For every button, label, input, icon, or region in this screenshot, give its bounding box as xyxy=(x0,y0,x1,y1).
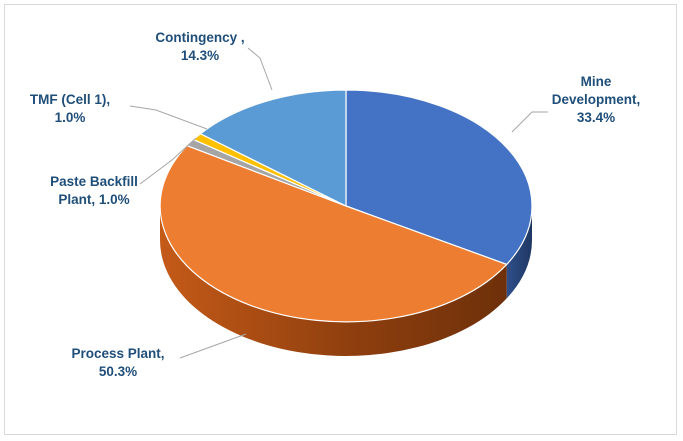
data-label-0: Mine Development, 33.4% xyxy=(552,74,641,125)
leader-line-3 xyxy=(129,105,208,130)
data-label-2: Paste Backfill Plant, 1.0% xyxy=(50,174,138,207)
pie-slice-mine-development xyxy=(345,89,533,266)
data-label-4: Contingency , 14.3% xyxy=(155,30,244,63)
leader-line-4 xyxy=(247,47,273,91)
data-label-1: Process Plant, 50.3% xyxy=(71,346,164,379)
leader-line-2 xyxy=(139,137,197,185)
pie-side-1 xyxy=(160,206,507,356)
leader-line-0 xyxy=(511,111,548,133)
pie-slice-process-plant xyxy=(159,144,508,323)
leader-line-1 xyxy=(179,333,247,359)
pie-side-0 xyxy=(506,206,532,299)
pie-slice-contingency xyxy=(199,89,347,207)
data-label-3: TMF (Cell 1), 1.0% xyxy=(30,92,110,125)
